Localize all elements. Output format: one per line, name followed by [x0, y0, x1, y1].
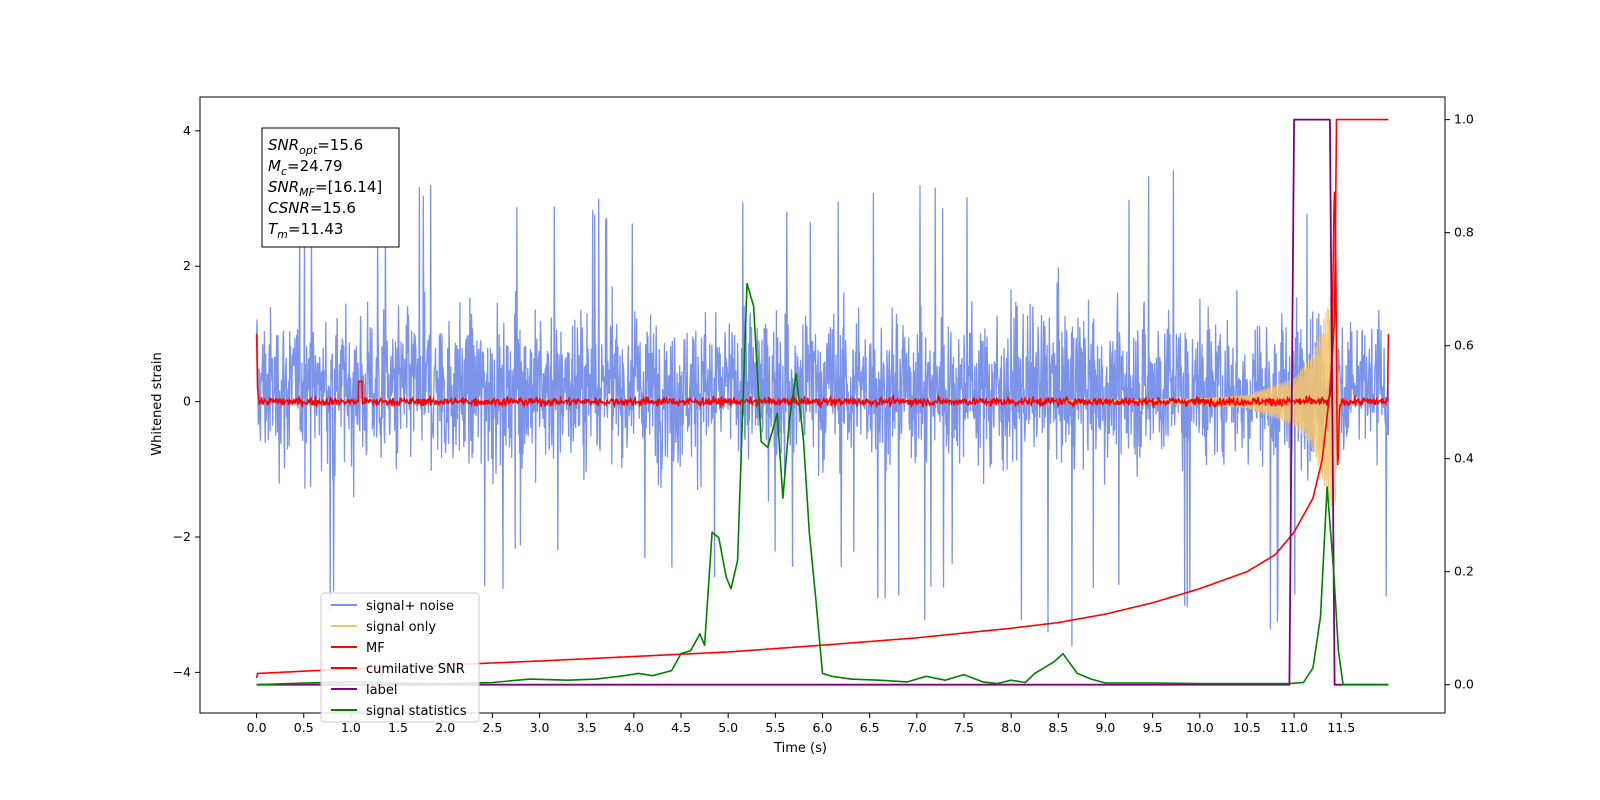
y-tick-label: 2: [183, 258, 191, 273]
x-tick-label: 5.0: [718, 720, 738, 735]
x-tick-label: 7.5: [954, 720, 974, 735]
annotation-line: CSNR=15.6: [268, 199, 356, 217]
annotation-box: SNRopt=15.6Mc=24.79SNRMF=[16.14]CSNR=15.…: [261, 127, 400, 248]
y2-tick-label: 0.4: [1454, 451, 1474, 466]
y2-tick-label: 0.6: [1454, 338, 1474, 353]
x-tick-label: 10.0: [1186, 720, 1214, 735]
annotation-line: SNRopt=15.6: [268, 136, 363, 157]
legend-label: signal only: [366, 620, 436, 635]
x-axis: 0.0 0.5 1.0 1.5 2.0 2.5 3.0 3.5 4.0 4.5 5.0 5.5 6.0 6…: [247, 713, 1355, 756]
series-signal-noise: [255, 170, 1390, 647]
x-tick-label: 6.5: [860, 720, 880, 735]
x-tick-label: 7.0: [907, 720, 927, 735]
y2-tick-label: 0.2: [1454, 564, 1474, 579]
series-mf: [255, 191, 1390, 466]
x-tick-label: 2.5: [482, 720, 502, 735]
annotation-line: SNRMF=[16.14]: [268, 178, 382, 199]
legend: signal+ noise signal only MF cumilative SNR…: [320, 592, 480, 723]
y2-tick-label: 0.8: [1454, 225, 1474, 240]
series-signal-statistics: [256, 282, 1389, 686]
y2-tick-label: 1.0: [1454, 112, 1474, 127]
x-tick-label: 9.0: [1096, 720, 1116, 735]
y2-tick-label: 0.0: [1454, 677, 1474, 692]
x-tick-label: 4.0: [624, 720, 644, 735]
legend-label: signal statistics: [366, 704, 467, 719]
y-axis-left: 4 2 0 −2 −4 Whitened strain: [150, 123, 200, 679]
x-tick-label: 8.5: [1048, 720, 1068, 735]
legend-label: label: [366, 683, 397, 698]
x-axis-label: Time (s): [773, 741, 827, 756]
x-tick-label: 4.5: [671, 720, 691, 735]
x-tick-label: 5.5: [765, 720, 785, 735]
x-tick-label: 11.0: [1280, 720, 1308, 735]
x-tick-label: 0.5: [294, 720, 314, 735]
legend-label: MF: [366, 641, 385, 656]
legend-label: cumilative SNR: [366, 662, 465, 677]
annotation-line: Mc=24.79: [268, 157, 343, 178]
legend-frame: [320, 592, 480, 723]
y-tick-label: −4: [173, 664, 191, 679]
x-tick-label: 6.0: [813, 720, 833, 735]
y-tick-label: 4: [183, 123, 191, 138]
y-tick-label: −2: [173, 529, 191, 544]
x-tick-label: 0.0: [247, 720, 267, 735]
y-axis-right: 1.0 0.8 0.6 0.4 0.2 0.0: [1445, 112, 1474, 692]
x-tick-label: 9.5: [1143, 720, 1163, 735]
legend-label: signal+ noise: [366, 599, 454, 614]
x-tick-label: 3.5: [577, 720, 597, 735]
annotation-frame: [261, 127, 400, 248]
x-tick-label: 2.0: [435, 720, 455, 735]
x-tick-label: 8.0: [1001, 720, 1021, 735]
y-tick-label: 0: [183, 394, 191, 409]
annotation-line: Tm=11.43: [268, 220, 343, 241]
x-tick-label: 1.5: [388, 720, 408, 735]
x-tick-label: 11.5: [1327, 720, 1355, 735]
y-axis-label: Whitened strain: [150, 352, 165, 455]
x-tick-label: 1.0: [341, 720, 361, 735]
x-tick-label: 10.5: [1233, 720, 1261, 735]
x-tick-label: 3.0: [530, 720, 550, 735]
